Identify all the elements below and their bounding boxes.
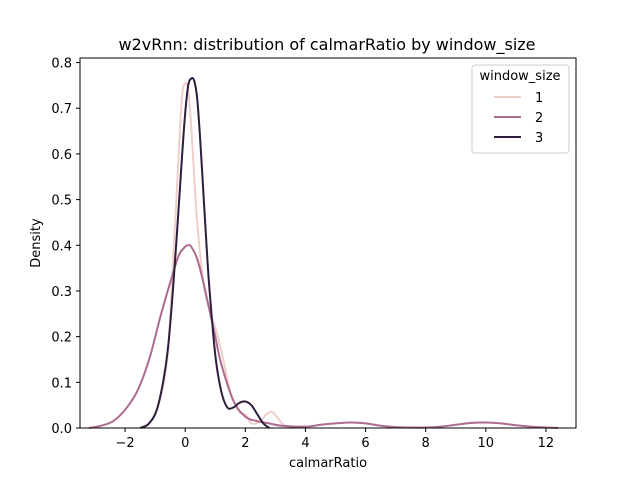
- density-curves: [88, 77, 558, 429]
- legend-label-1: 1: [535, 91, 543, 106]
- legend-label-3: 3: [535, 131, 543, 146]
- y-axis-ticks: 0.0 0.1 0.2 0.3 0.4 0.5 0.6 0.7 0.8: [51, 57, 80, 437]
- x-tick-label: 8: [422, 436, 430, 451]
- y-tick-label: 0.7: [51, 102, 72, 117]
- x-tick-label: 6: [361, 436, 369, 451]
- y-tick-label: 0.4: [51, 239, 72, 254]
- y-tick-label: 0.8: [51, 57, 72, 72]
- series-line-3: [139, 77, 270, 429]
- x-tick-label: 2: [241, 436, 249, 451]
- legend: window_size 1 2 3: [471, 64, 570, 154]
- x-tick-label: −2: [116, 436, 135, 451]
- y-axis-label: Density: [29, 218, 44, 268]
- y-tick-label: 0.0: [51, 422, 72, 437]
- x-tick-label: 4: [301, 436, 309, 451]
- axes-frame: [79, 57, 577, 429]
- y-tick-label: 0.6: [51, 148, 72, 163]
- x-tick-label: 10: [478, 436, 495, 451]
- legend-items: 1 2 3: [494, 91, 543, 146]
- legend-title: window_size: [479, 69, 560, 84]
- x-tick-label: 12: [538, 436, 555, 451]
- y-tick-label: 0.3: [51, 285, 72, 300]
- y-tick-label: 0.1: [51, 376, 72, 391]
- legend-label-2: 2: [535, 111, 543, 126]
- chart-title: w2vRnn: distribution of calmarRatio by w…: [119, 35, 536, 55]
- x-axis-label: calmarRatio: [289, 456, 367, 471]
- y-tick-label: 0.5: [51, 194, 72, 209]
- x-tick-label: 0: [181, 436, 189, 451]
- y-tick-label: 0.2: [51, 331, 72, 346]
- legend-box: [471, 64, 570, 154]
- plot-area: −2 0 2 4 6 8 10 12 0.00.10.20.30.40.50.60.70.8: [51, 57, 577, 451]
- x-axis-ticks: −2 0 2 4 6 8 10 12: [116, 428, 555, 451]
